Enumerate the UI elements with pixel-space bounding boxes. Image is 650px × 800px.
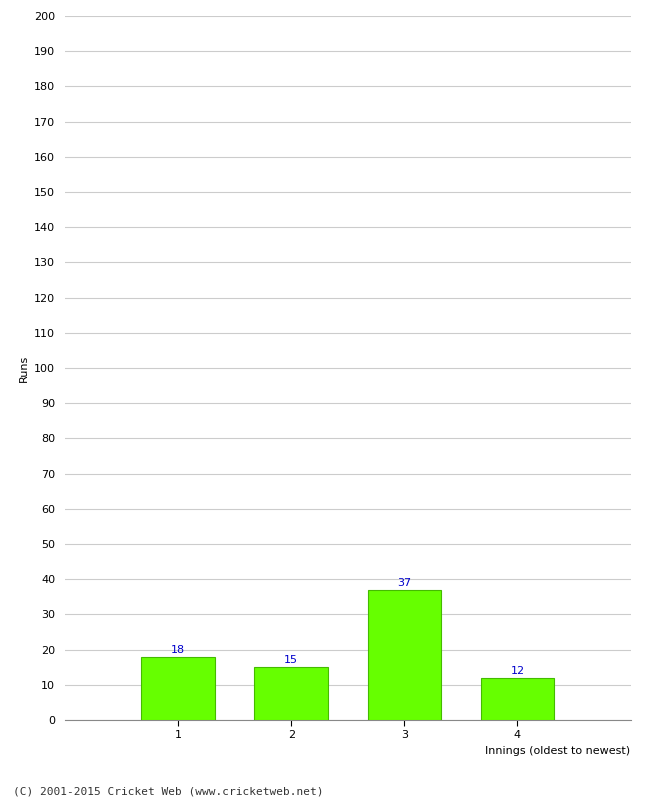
Bar	[254, 667, 328, 720]
Text: 18: 18	[171, 645, 185, 655]
Text: 37: 37	[397, 578, 411, 588]
Text: (C) 2001-2015 Cricket Web (www.cricketweb.net): (C) 2001-2015 Cricket Web (www.cricketwe…	[13, 786, 324, 796]
Text: 12: 12	[510, 666, 525, 676]
Bar	[141, 657, 215, 720]
X-axis label: Innings (oldest to newest): Innings (oldest to newest)	[486, 746, 630, 756]
Bar	[367, 590, 441, 720]
Y-axis label: Runs: Runs	[19, 354, 29, 382]
Text: 15: 15	[284, 655, 298, 666]
Bar	[480, 678, 554, 720]
